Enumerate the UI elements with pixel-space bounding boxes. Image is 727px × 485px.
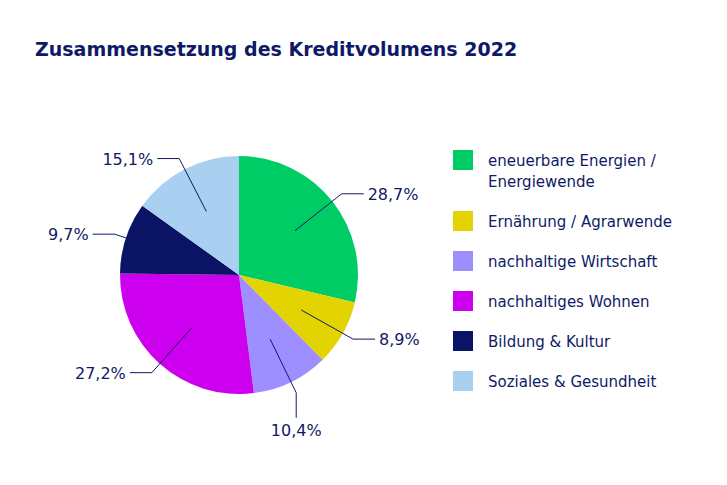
leader-line xyxy=(130,328,192,372)
leader-line xyxy=(93,234,172,253)
data-label: 15,1% xyxy=(102,150,153,169)
legend-swatch xyxy=(453,211,473,231)
legend-swatch xyxy=(453,291,473,311)
data-label: 8,9% xyxy=(379,330,420,349)
legend-swatch xyxy=(453,150,473,170)
leader-line xyxy=(295,194,364,231)
legend-label-line: nachhaltige Wirtschaft xyxy=(488,253,657,271)
data-labels: 28,7% 8,9% 10,4% 27,2% 9,7% 15,1% xyxy=(48,150,420,440)
legend-label-line: Soziales & Gesundheit xyxy=(488,373,656,391)
legend-label-line: Ernährung / Agrarwende xyxy=(488,213,672,231)
data-label: 27,2% xyxy=(75,364,126,383)
data-label: 28,7% xyxy=(368,185,419,204)
legend: eneuerbare Energien / Energiewende Ernähru… xyxy=(453,150,672,391)
data-label: 9,7% xyxy=(48,225,89,244)
legend-swatch xyxy=(453,331,473,351)
legend-label-line: Energiewende xyxy=(488,173,595,191)
legend-label: nachhaltige Wirtschaft xyxy=(488,253,657,271)
slice xyxy=(120,274,254,394)
data-label: 10,4% xyxy=(271,421,322,440)
legend-label-line: Bildung & Kultur xyxy=(488,333,611,351)
legend-swatch xyxy=(453,251,473,271)
legend-label: Soziales & Gesundheit xyxy=(488,373,656,391)
chart: Zusammensetzung des Kreditvolumens 2022 2… xyxy=(0,0,727,485)
leader-line xyxy=(270,339,296,418)
title: Zusammensetzung des Kreditvolumens 2022 xyxy=(35,38,517,60)
legend-label: Bildung & Kultur xyxy=(488,333,611,351)
slice xyxy=(142,156,239,275)
leader-line xyxy=(301,310,375,339)
leader-line xyxy=(157,159,206,212)
legend-label: nachhaltiges Wohnen xyxy=(488,293,650,311)
legend-label: Ernährung / Agrarwende xyxy=(488,213,672,231)
legend-label: eneuerbare Energien / Energiewende xyxy=(488,152,657,191)
legend-label-line: eneuerbare Energien / xyxy=(488,152,657,170)
pie xyxy=(120,156,358,394)
legend-label-line: nachhaltiges Wohnen xyxy=(488,293,650,311)
legend-swatch xyxy=(453,371,473,391)
